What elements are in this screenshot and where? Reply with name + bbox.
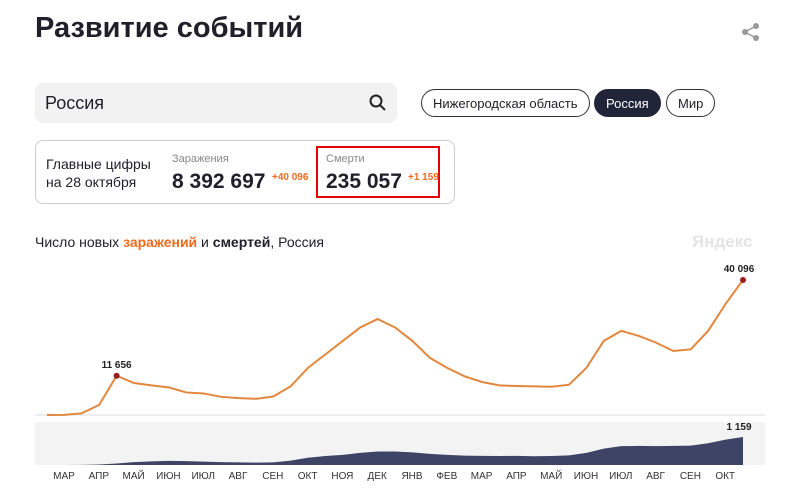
caption-line: Главные цифры [46, 156, 151, 172]
region-button[interactable]: Нижегородская область [421, 89, 590, 117]
chart-title: Число новых заражений и смертей, Россия [35, 234, 324, 250]
cases-total: 8 392 697 [172, 170, 266, 193]
cases-delta: +40 096 [272, 172, 309, 183]
value-label: 11 656 [102, 360, 132, 371]
value-label: 40 096 [724, 264, 755, 275]
search-box[interactable]: Россия [35, 83, 397, 123]
x-tick-label: АПР [506, 471, 527, 482]
highlight-box [316, 146, 440, 198]
deaths-delta: +1 159 [408, 172, 439, 183]
watermark: Яндекс [692, 232, 753, 251]
x-tick-label: МАР [53, 471, 75, 482]
x-tick-label: НОЯ [331, 471, 353, 482]
x-tick-label: ИЮН [574, 471, 599, 482]
x-tick-label: МАЙ [540, 469, 562, 482]
title-part: заражений [123, 234, 198, 250]
x-tick-label: МАР [471, 471, 493, 482]
region-button[interactable]: Россия [594, 89, 661, 117]
search-text: Россия [45, 93, 105, 113]
x-tick-label: ОКТ [298, 471, 318, 482]
x-tick-label: ОКТ [715, 471, 735, 482]
x-tick-label: ФЕВ [436, 471, 457, 482]
deaths-total: 235 057 [326, 170, 402, 193]
peak-dot [740, 277, 746, 283]
peak-dot [113, 372, 120, 379]
title-part: Число новых [35, 234, 124, 250]
chart: 11 656 40 096 1 159 МАР АПР МАЙ ИЮН ИЮЛ АВГ СЕН ОК… [35, 264, 765, 482]
region-button[interactable]: Мир [666, 89, 716, 117]
x-tick-label: СЕН [680, 471, 701, 482]
title-part: и [197, 234, 213, 250]
x-tick-label: АПР [89, 471, 110, 482]
title-part: , Россия [270, 234, 325, 250]
x-tick-label: ИЮН [156, 471, 181, 482]
deaths-label: Смерти [326, 153, 365, 165]
value-label: 1 159 [726, 422, 751, 433]
x-tick-label: ИЮЛ [609, 471, 632, 482]
deaths-area [47, 437, 743, 465]
share-icon[interactable] [741, 22, 761, 42]
caption-line: на 28 октября [46, 174, 137, 190]
cases-line [46, 279, 744, 416]
x-tick-label: АВГ [229, 471, 248, 482]
search-icon[interactable] [369, 94, 387, 112]
page-title: Развитие событий [35, 12, 304, 44]
cases-label: Заражения [172, 153, 229, 165]
x-tick-label: СЕН [262, 471, 283, 482]
summary-card: Главные цифры на 28 октября Заражения 8 3… [35, 140, 455, 204]
title-part: смертей [212, 234, 271, 250]
x-tick-label: МАЙ [123, 469, 145, 482]
x-tick-label: АВГ [646, 471, 665, 482]
x-tick-label: ДЕК [368, 471, 387, 482]
x-tick-label: ИЮЛ [191, 471, 214, 482]
x-tick-label: ЯНВ [401, 471, 422, 482]
summary-caption: Главные цифры на 28 октября [46, 155, 151, 191]
